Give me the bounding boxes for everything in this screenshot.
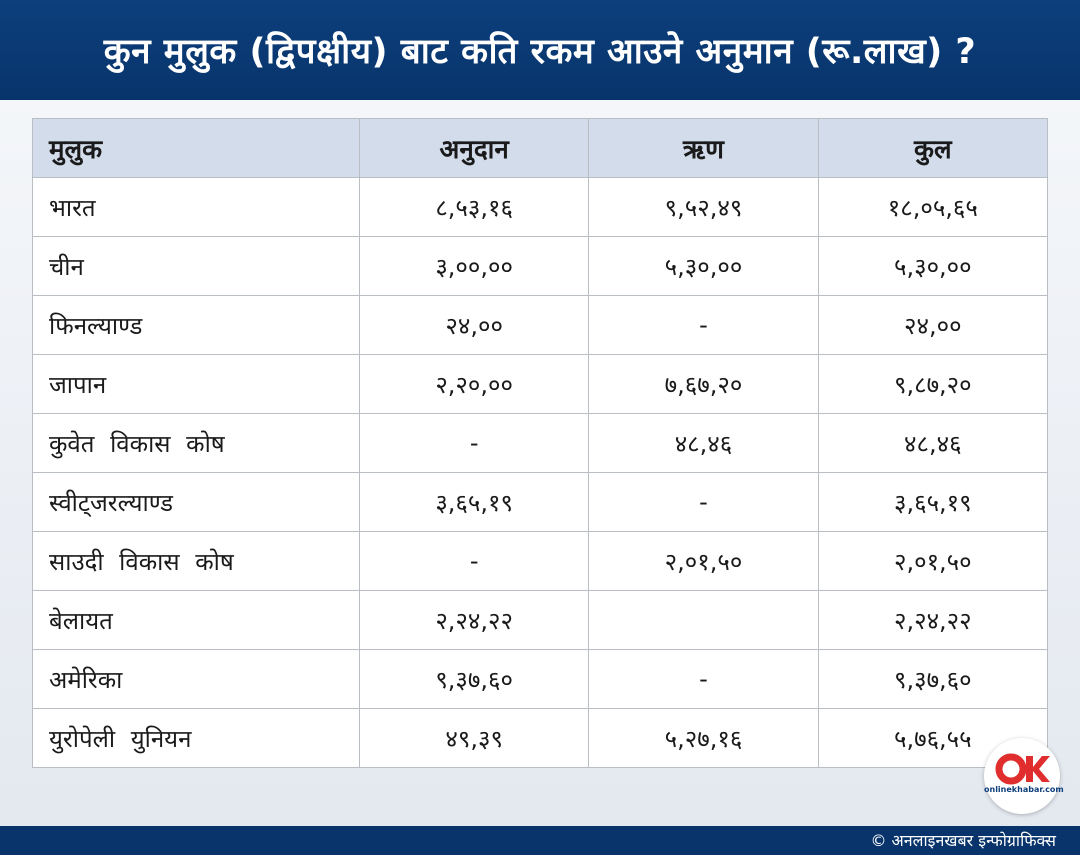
cell-loan: ७,६७,२०	[588, 354, 819, 414]
cell-country: स्वीट्जरल्याण्ड	[32, 472, 360, 532]
aid-table: मुलुक अनुदान ऋण कुल भारत ८,५३,१६ ९,५२,४९…	[32, 118, 1049, 768]
column-header-grant: अनुदान	[358, 118, 590, 178]
cell-country: फिनल्याण्ड	[32, 295, 360, 355]
cell-total: २,०१,५०	[817, 531, 1049, 591]
cell-loan: -	[588, 649, 819, 709]
table-row: जापान २,२०,०० ७,६७,२० ९,८७,२०	[32, 354, 1049, 414]
cell-total: १८,०५,६५	[817, 177, 1049, 237]
cell-country: साउदी विकास कोष	[32, 531, 360, 591]
table-row: चीन ३,००,०० ५,३०,०० ५,३०,००	[32, 236, 1049, 296]
cell-total: ४८,४६	[817, 413, 1049, 473]
cell-grant: ३,६५,१९	[358, 472, 590, 532]
cell-loan: ५,२७,१६	[588, 708, 819, 768]
cell-total: ३,६५,१९	[817, 472, 1049, 532]
cell-grant: -	[358, 531, 590, 591]
cell-total: ५,७६,५५	[817, 708, 1049, 768]
cell-grant: -	[358, 413, 590, 473]
cell-loan: ५,३०,००	[588, 236, 819, 296]
column-header-total: कुल	[817, 118, 1049, 178]
cell-grant: २,२४,२२	[358, 590, 590, 650]
cell-total: ९,३७,६०	[817, 649, 1049, 709]
column-header-loan: ऋण	[588, 118, 819, 178]
cell-grant: ९,३७,६०	[358, 649, 590, 709]
cell-loan: -	[588, 472, 819, 532]
footer-credit: © अनलाइनखबर इन्फोग्राफिक्स	[870, 831, 1056, 850]
page-title: कुन मुलुक (द्विपक्षीय) बाट कति रकम आउने …	[103, 31, 977, 72]
cell-country: बेलायत	[32, 590, 360, 650]
cell-loan: -	[588, 295, 819, 355]
cell-country: अमेरिका	[32, 649, 360, 709]
cell-grant: २४,००	[358, 295, 590, 355]
table-row: भारत ८,५३,१६ ९,५२,४९ १८,०५,६५	[32, 177, 1049, 237]
table-header-row: मुलुक अनुदान ऋण कुल	[32, 118, 1049, 178]
cell-loan: २,०१,५०	[588, 531, 819, 591]
footer-bar: © अनलाइनखबर इन्फोग्राफिक्स	[0, 826, 1080, 855]
table-row: स्वीट्जरल्याण्ड ३,६५,१९ - ३,६५,१९	[32, 472, 1049, 532]
cell-country: भारत	[32, 177, 360, 237]
table-row: साउदी विकास कोष - २,०१,५० २,०१,५०	[32, 531, 1049, 591]
cell-loan: ९,५२,४९	[588, 177, 819, 237]
cell-country: युरोपेली युनियन	[32, 708, 360, 768]
ok-logo-icon	[995, 753, 1050, 785]
logo-text: onlinekhabar.com	[984, 785, 1064, 794]
table-row: फिनल्याण्ड २४,०० - २४,००	[32, 295, 1049, 355]
cell-total: २४,००	[817, 295, 1049, 355]
cell-grant: २,२०,००	[358, 354, 590, 414]
cell-grant: ४९,३९	[358, 708, 590, 768]
cell-total: ५,३०,००	[817, 236, 1049, 296]
table-row: युरोपेली युनियन ४९,३९ ५,२७,१६ ५,७६,५५	[32, 708, 1049, 768]
header-banner: कुन मुलुक (द्विपक्षीय) बाट कति रकम आउने …	[0, 0, 1080, 100]
table-row: कुवेत विकास कोष - ४८,४६ ४८,४६	[32, 413, 1049, 473]
cell-country: चीन	[32, 236, 360, 296]
cell-loan: ४८,४६	[588, 413, 819, 473]
table-row: अमेरिका ९,३७,६० - ९,३७,६०	[32, 649, 1049, 709]
cell-loan	[588, 590, 819, 650]
cell-total: २,२४,२२	[817, 590, 1049, 650]
cell-grant: ३,००,००	[358, 236, 590, 296]
cell-total: ९,८७,२०	[817, 354, 1049, 414]
onlinekhabar-logo: onlinekhabar.com	[984, 738, 1064, 814]
cell-grant: ८,५३,१६	[358, 177, 590, 237]
column-header-country: मुलुक	[32, 118, 360, 178]
table-row: बेलायत २,२४,२२ २,२४,२२	[32, 590, 1049, 650]
cell-country: कुवेत विकास कोष	[32, 413, 360, 473]
cell-country: जापान	[32, 354, 360, 414]
